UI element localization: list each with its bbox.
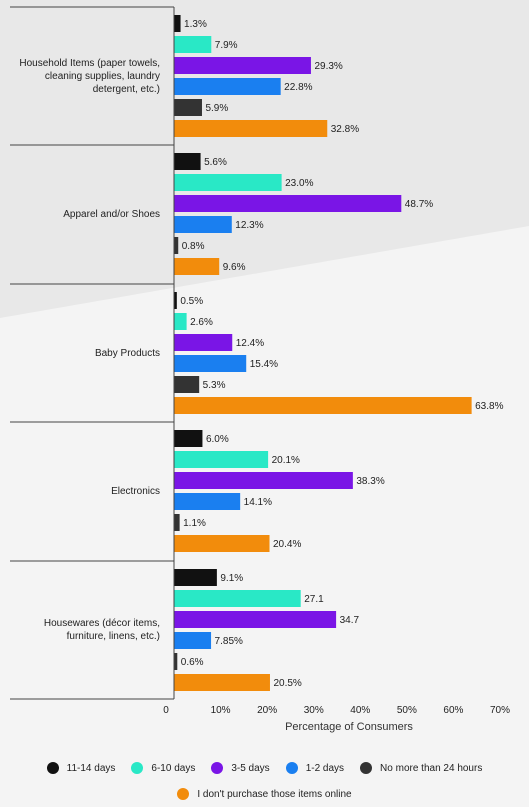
legend-row: 11-14 days 6-10 days 3-5 days 1-2 days No mo… [0,755,529,781]
data-label: 63.8% [475,401,503,412]
data-label: 7.9% [215,40,238,51]
data-label: 20.1% [272,455,300,466]
data-label: 14.1% [244,497,272,508]
legend-label: 6-10 days [151,762,196,774]
legend-row: I don't purchase those items online [0,781,529,807]
legend-item: No more than 24 hours [360,762,482,774]
data-label: 6.0% [206,434,229,445]
data-label: 5.9% [205,103,228,114]
category-label: Electronics [111,486,160,497]
data-label: 12.4% [236,338,264,349]
bar [174,493,241,510]
legend-swatch [177,788,190,800]
x-tick-label: 60% [443,705,463,716]
x-tick-label: 30% [304,705,324,716]
bar [174,195,402,212]
data-label: 0.8% [182,241,205,252]
x-tick-label: 0 [163,705,169,716]
category-label: Household Items (paper towels, cleaning … [19,57,160,95]
legend-swatch [131,762,144,774]
bar [174,430,203,447]
legend-swatch [46,762,59,774]
legend-item: 11-14 days [46,762,116,774]
data-label: 1.1% [183,518,206,529]
x-tick-label: 40% [350,705,370,716]
background-shade [0,0,529,318]
legend-label: 3-5 days [231,762,270,774]
x-tick-label: 10% [211,705,231,716]
data-label: 48.7% [405,199,433,210]
bar [174,514,180,531]
bar [174,674,270,691]
data-label: 0.5% [180,296,203,307]
data-label: 5.3% [203,380,226,391]
legend-swatch [285,762,298,774]
bar [174,376,200,393]
x-tick-label: 20% [257,705,277,716]
bar [174,397,472,414]
legend-swatch [211,762,224,774]
data-label: 20.5% [273,678,301,689]
data-label: 15.4% [250,359,278,370]
data-label: 0.6% [181,657,204,668]
x-tick-label: 70% [490,705,510,716]
bar [174,313,187,330]
legend-item: 1-2 days [285,762,345,774]
bar [174,36,212,53]
data-label: 9.1% [220,573,243,584]
data-label: 27.1 [304,594,324,605]
bar [174,78,281,95]
bar [174,99,202,116]
category-label: Housewares (décor items, furniture, line… [43,618,160,642]
legend-label: I don't purchase those items online [197,788,352,800]
bar [174,355,247,372]
bar [174,237,179,254]
bar [174,653,178,670]
bar [174,611,337,628]
legend-label: No more than 24 hours [380,762,483,774]
bar [174,535,270,552]
bar [174,15,181,32]
data-label: 7.85% [215,636,243,647]
data-label: 22.8% [284,82,312,93]
bar [174,153,201,170]
data-label: 2.6% [190,317,213,328]
data-label: 38.3% [356,476,384,487]
data-label: 23.0% [285,178,313,189]
legend-swatch [360,762,373,774]
data-label: 1.3% [184,19,207,30]
bar [174,120,328,137]
legend-label: 1-2 days [305,762,345,774]
bar [174,569,217,586]
legend-item: 3-5 days [211,762,270,774]
legend-item: 6-10 days [131,762,195,774]
bar [174,451,269,468]
category-label: Baby Products [94,347,160,359]
bar [174,334,233,351]
data-label: 5.6% [204,157,227,168]
bar [174,216,232,233]
legend-item: I don't purchase those items online [177,788,352,800]
data-label: 20.4% [273,539,301,550]
bar [174,292,177,309]
x-axis-label: Percentage of Consumers [285,721,413,733]
bar [174,590,301,607]
x-tick-label: 50% [397,705,417,716]
data-label: 9.6% [223,262,246,273]
bar [174,174,282,191]
bar [174,472,353,489]
legend: 11-14 days 6-10 days 3-5 days 1-2 days No mo… [0,755,529,807]
bar [174,258,220,275]
data-label: 29.3% [314,61,342,72]
legend-label: 11-14 days [66,762,116,774]
bar [174,57,311,74]
category-label: Apparel and/or Shoes [63,209,160,220]
bar [174,632,212,649]
data-label: 32.8% [331,124,359,135]
data-label: 34.7 [340,615,360,626]
data-label: 12.3% [235,220,263,231]
